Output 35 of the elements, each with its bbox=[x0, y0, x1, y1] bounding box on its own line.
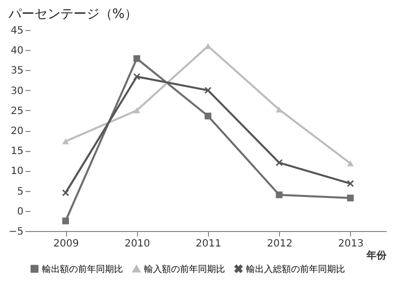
point bbox=[276, 159, 283, 166]
y-tick-label: 15 bbox=[10, 146, 24, 158]
x-tick-label: 2009 bbox=[53, 238, 79, 250]
y-tick-label: −5 bbox=[8, 226, 24, 238]
point bbox=[133, 107, 140, 114]
y-tick-label: 45 bbox=[10, 26, 24, 36]
point bbox=[204, 112, 212, 120]
point bbox=[204, 43, 212, 49]
point bbox=[347, 160, 354, 166]
point bbox=[62, 138, 69, 144]
point bbox=[133, 73, 140, 80]
point bbox=[347, 180, 354, 187]
y-tick-label: 25 bbox=[10, 106, 24, 117]
point bbox=[62, 189, 69, 196]
y-tick-label: 10 bbox=[10, 166, 24, 178]
y-axis-title: パーセンテージ（%） bbox=[7, 7, 138, 22]
y-tick-label: 0 bbox=[17, 206, 24, 218]
x-tick-label: 2011 bbox=[196, 238, 222, 250]
point bbox=[347, 194, 354, 202]
x-tick-label: 2012 bbox=[266, 238, 292, 250]
x-axis-title: 年份 bbox=[366, 250, 388, 262]
point bbox=[62, 218, 69, 224]
y-tick-label: 40 bbox=[10, 46, 24, 57]
legend-label: 輸出入総額の前年同期比 bbox=[246, 264, 345, 275]
point bbox=[276, 191, 283, 198]
y-tick-label: 20 bbox=[10, 126, 24, 137]
legend-label: 輸出額の前年同期比 bbox=[42, 264, 123, 275]
point bbox=[204, 86, 212, 94]
x-tick-label: 2013 bbox=[338, 238, 364, 250]
x-tick-label: 2010 bbox=[124, 238, 150, 250]
point bbox=[133, 55, 140, 62]
y-tick-label: 30 bbox=[10, 86, 24, 97]
y-tick-label: 35 bbox=[10, 66, 24, 77]
legend-label: 輸入額の前年同期比 bbox=[144, 264, 225, 275]
y-tick-label: 5 bbox=[17, 186, 24, 198]
